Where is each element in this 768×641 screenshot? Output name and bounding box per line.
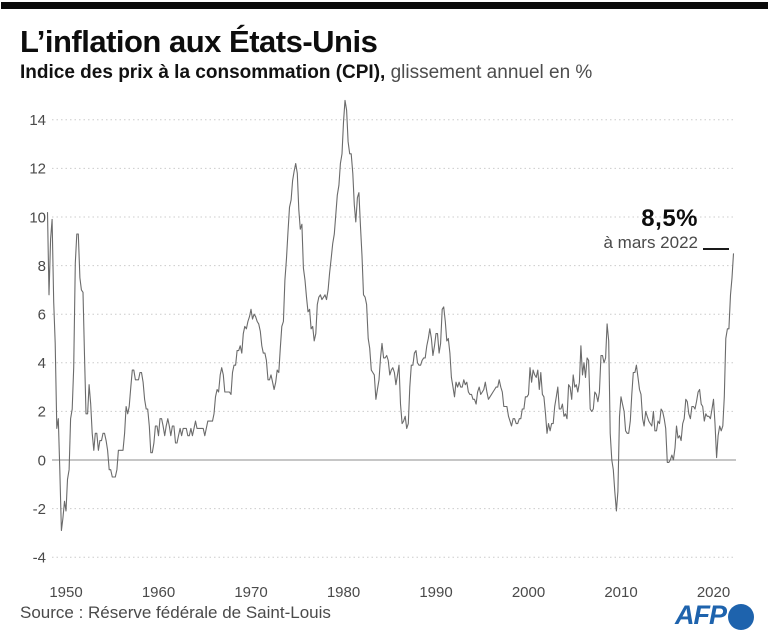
cpi-inflation-line bbox=[46, 99, 735, 532]
subtitle-bold-part: Indice des prix à la consommation (CPI), bbox=[20, 62, 386, 83]
x-tick-label: 2010 bbox=[604, 584, 637, 601]
y-tick-label: 4 bbox=[38, 355, 46, 372]
y-tick-label: -2 bbox=[33, 501, 46, 518]
y-tick-label: 10 bbox=[29, 209, 46, 226]
x-tick-label: 1980 bbox=[327, 584, 360, 601]
x-axis-labels: 1950 1960 1970 1980 1990 2000 2010 2020 bbox=[49, 584, 730, 601]
annotation-value: 8,5% bbox=[641, 205, 698, 232]
x-tick-label: 1990 bbox=[419, 584, 452, 601]
top-accent-bar bbox=[1, 2, 768, 9]
annotation-date: à mars 2022 bbox=[603, 233, 699, 252]
y-tick-label: 14 bbox=[29, 112, 46, 129]
afp-logo-text: AFP bbox=[675, 600, 727, 630]
y-tick-label: -4 bbox=[33, 549, 46, 566]
y-tick-label: 6 bbox=[38, 306, 46, 323]
y-tick-label: 8 bbox=[38, 258, 46, 275]
chart-subtitle: Indice des prix à la consommation (CPI),… bbox=[20, 62, 592, 84]
y-axis-labels: 14 12 10 8 6 4 2 0 -2 -4 bbox=[29, 112, 46, 566]
x-tick-label: 2000 bbox=[512, 584, 545, 601]
annotation-pointer-line bbox=[703, 248, 729, 250]
x-tick-label: 2020 bbox=[697, 584, 730, 601]
y-tick-label: 0 bbox=[38, 452, 46, 469]
x-tick-label: 1950 bbox=[49, 584, 82, 601]
source-text: Source : Réserve fédérale de Saint-Louis bbox=[20, 603, 331, 622]
x-tick-label: 1960 bbox=[142, 584, 175, 601]
afp-logo: AFP bbox=[675, 597, 754, 633]
latest-value-annotation: 8,5% à mars 2022 bbox=[604, 206, 699, 254]
y-tick-label: 2 bbox=[38, 404, 46, 421]
y-tick-label: 12 bbox=[29, 161, 46, 178]
afp-logo-circle-icon bbox=[728, 604, 754, 630]
subtitle-regular-part: glissement annuel en % bbox=[385, 62, 593, 83]
x-tick-label: 1970 bbox=[234, 584, 267, 601]
gridlines bbox=[52, 119, 736, 558]
page-title: L’inflation aux États-Unis bbox=[20, 24, 378, 59]
